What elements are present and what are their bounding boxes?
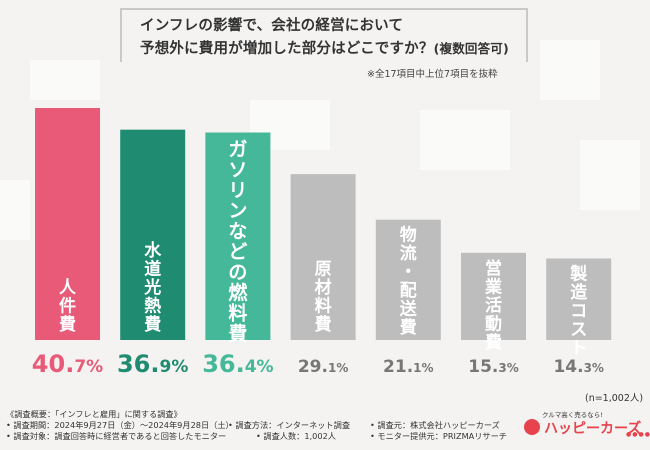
- happycars-logo: クルマ高く売るなら! ハッピーカーズ ●●●●: [522, 409, 650, 441]
- survey-overview: 《調査概要：「インフレと雇用」に関する調査》: [6, 409, 182, 419]
- bar-category-label: ガソリンなどの燃料費: [228, 139, 248, 345]
- bar-value-label: 36.9%: [117, 350, 188, 378]
- bar-category-label: 営業活動費: [485, 258, 502, 353]
- bar-value-label: 40.7%: [32, 350, 103, 378]
- sample-size-label: (n=1,002人): [585, 393, 644, 404]
- logo-tagline: クルマ高く売るなら!: [542, 411, 603, 419]
- bar-5: [375, 219, 441, 340]
- logo-name: ハッピーカーズ: [544, 421, 642, 437]
- bar-value-label: 36.4%: [202, 350, 273, 378]
- background-tile: [580, 140, 640, 210]
- bar-1: [35, 108, 100, 340]
- bar-chart: 人件費 40.7% 水道光熱費 36.9% ガソリンなどの燃料費 36.4% 原材料費 29.…: [32, 108, 612, 378]
- survey-provider: • モニター提供元：PRIZMAリサーチ: [370, 431, 507, 441]
- survey-source: • 調査元：株式会社ハッピーカーズ: [370, 420, 500, 430]
- background-tile: [0, 180, 30, 240]
- background-tile: [30, 60, 100, 100]
- logo-dots: ●●●●: [626, 431, 650, 438]
- survey-count: • 調査人数：1,002人: [256, 431, 336, 441]
- bar-value-label: 21.1%: [383, 357, 434, 377]
- survey-period: • 調査期間：2024年9月27日（金）～2024年9月28日（土）: [6, 420, 234, 430]
- logo-mascot-icon: [524, 419, 540, 435]
- bar-category-label: 製造コスト: [569, 263, 588, 358]
- subset-note: ※全17項目中上位7項目を抜粋: [367, 69, 498, 80]
- bar-value-label: 15.3%: [468, 357, 519, 377]
- bar-category-label: 物流・配送費: [400, 225, 418, 339]
- title-frame: [120, 8, 528, 62]
- chart-title-note: (複数回答可): [433, 41, 509, 56]
- bar-category-label: 水道光熱費: [143, 240, 162, 335]
- chart-title-line2: 予想外に費用が増加した部分はどこですか？(複数回答可): [140, 37, 509, 58]
- bar-category-label: 原材料費: [315, 260, 332, 336]
- chart-title-line1: インフレの影響で、会社の経営において: [140, 18, 404, 34]
- bar-value-label: 14.3%: [553, 357, 604, 377]
- bar-6: [461, 252, 526, 340]
- survey-target: • 調査対象：調査回答時に経営者であると回答したモニター: [6, 431, 227, 441]
- chart-title-line2-main: 予想外に費用が増加した部分はどこですか？: [140, 41, 434, 57]
- bar-value-label: 29.1%: [298, 357, 349, 377]
- background-tile: [540, 40, 600, 100]
- bar-4: [290, 174, 356, 340]
- bar-3: [205, 132, 271, 340]
- survey-method: • 調査方法：インターネット調査: [228, 420, 351, 430]
- bar-7: [546, 258, 612, 340]
- bar-2: [120, 129, 186, 340]
- background-tile: [420, 110, 510, 170]
- bar-category-label: 人件費: [59, 278, 77, 335]
